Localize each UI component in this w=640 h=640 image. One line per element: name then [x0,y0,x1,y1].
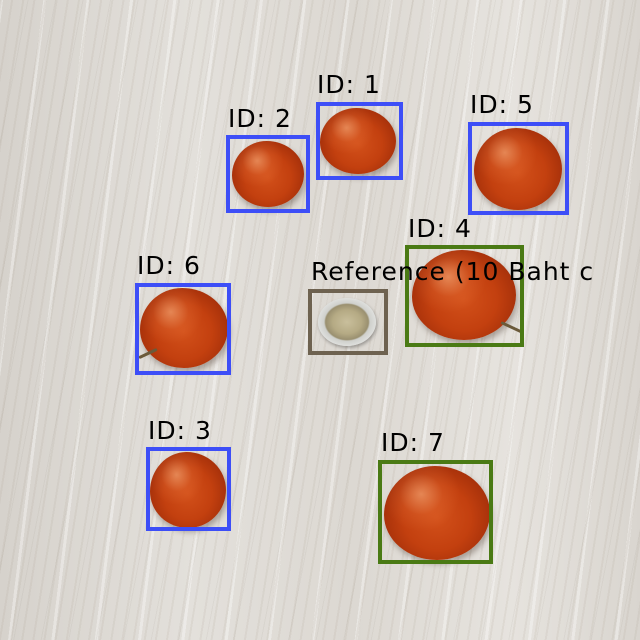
bbox-reference [308,289,388,355]
fruit-6 [140,288,228,368]
bbox-id-6 [135,283,231,375]
label-id-6: ID: 6 [137,251,201,280]
bbox-id-4 [405,245,524,347]
bbox-id-2 [226,135,310,213]
label-id-7: ID: 7 [381,428,445,457]
label-reference: Reference (10 Baht c [311,257,595,286]
fruit-5 [474,128,562,210]
fruit-1 [320,108,396,174]
label-id-4: ID: 4 [408,214,472,243]
fruit-4 [412,250,516,340]
bbox-id-5 [468,122,569,215]
label-id-5: ID: 5 [470,90,534,119]
reference-coin [318,298,376,346]
fruit-2 [232,141,304,207]
bbox-id-1 [316,102,403,180]
label-id-3: ID: 3 [148,416,212,445]
bbox-id-3 [146,447,231,531]
fruit-3 [150,452,226,528]
bbox-id-7 [378,460,493,564]
label-id-2: ID: 2 [228,104,292,133]
label-id-1: ID: 1 [317,70,381,99]
fruit-7 [384,466,490,560]
